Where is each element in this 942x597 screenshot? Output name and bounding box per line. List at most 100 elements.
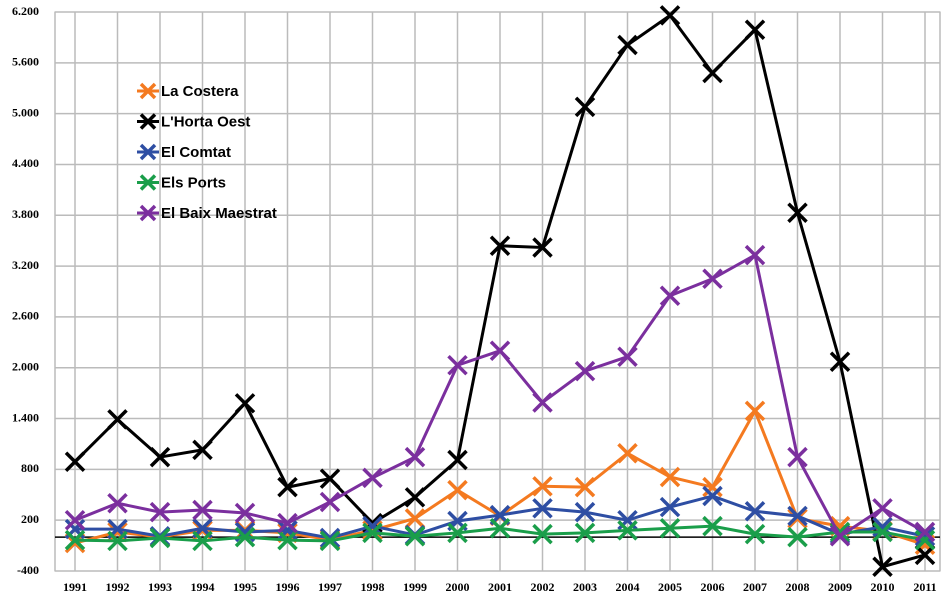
marker xyxy=(64,529,86,551)
marker xyxy=(659,496,681,518)
marker xyxy=(659,285,681,306)
marker xyxy=(404,526,426,547)
x-tick-label: 1999 xyxy=(403,580,427,594)
marker xyxy=(192,499,213,521)
marker xyxy=(64,451,86,472)
marker xyxy=(914,521,936,543)
x-tick-label: 2009 xyxy=(828,580,852,594)
y-tick-label: 4.400 xyxy=(12,156,39,170)
marker xyxy=(744,244,766,266)
marker xyxy=(404,508,426,529)
x-tick-label: 2004 xyxy=(616,580,640,594)
marker xyxy=(319,530,341,552)
marker xyxy=(192,530,213,552)
marker xyxy=(277,512,298,534)
marker xyxy=(914,544,936,566)
marker xyxy=(702,476,723,498)
marker xyxy=(532,392,553,413)
marker xyxy=(362,522,383,544)
marker xyxy=(787,446,808,468)
x-tick-label: 2005 xyxy=(658,580,682,594)
marker xyxy=(872,556,893,578)
marker xyxy=(447,522,468,544)
marker xyxy=(914,529,936,551)
marker xyxy=(64,509,86,531)
marker xyxy=(574,522,596,544)
legend-label: Els Ports xyxy=(161,174,226,191)
marker xyxy=(149,446,171,468)
marker xyxy=(362,520,383,541)
marker xyxy=(574,96,596,118)
x-tick-label: 2007 xyxy=(743,580,767,594)
marker xyxy=(277,529,298,551)
x-tick-label: 1992 xyxy=(106,580,130,594)
marker xyxy=(532,476,553,497)
marker xyxy=(744,400,766,422)
y-tick-label: 800 xyxy=(21,461,39,475)
marker xyxy=(107,493,128,514)
marker xyxy=(532,523,553,545)
legend-marker xyxy=(139,174,157,191)
y-tick-label: 6.200 xyxy=(12,4,39,18)
marker xyxy=(702,62,723,84)
marker xyxy=(234,502,256,524)
y-tick-label: 2.600 xyxy=(12,309,39,323)
x-tick-label: 1997 xyxy=(318,580,342,594)
marker xyxy=(107,521,128,543)
marker xyxy=(829,526,851,547)
marker xyxy=(787,202,808,223)
marker xyxy=(574,476,596,498)
marker xyxy=(192,439,213,461)
marker xyxy=(617,443,638,464)
marker xyxy=(659,517,681,539)
marker xyxy=(447,479,468,501)
marker xyxy=(319,527,341,549)
x-tick-label: 2000 xyxy=(446,580,470,594)
legend-label: El Comtat xyxy=(161,144,231,161)
marker xyxy=(872,498,893,519)
legend-label: El Baix Maestrat xyxy=(161,205,277,222)
legend-marker xyxy=(139,143,157,161)
marker xyxy=(659,5,681,26)
y-tick-label: 5.600 xyxy=(12,55,39,69)
marker xyxy=(744,501,766,522)
marker xyxy=(659,466,681,488)
marker xyxy=(319,491,341,513)
marker xyxy=(617,520,638,541)
marker xyxy=(362,467,383,489)
y-tick-label: 200 xyxy=(21,512,39,526)
marker xyxy=(277,476,298,498)
marker xyxy=(319,468,341,489)
marker xyxy=(532,237,553,258)
x-tick-label: 1995 xyxy=(233,580,257,594)
y-tick-label: 1.400 xyxy=(12,410,39,424)
x-tick-label: 2008 xyxy=(786,580,810,594)
marker xyxy=(234,526,256,548)
x-tick-label: 1991 xyxy=(63,580,87,594)
marker xyxy=(702,485,723,507)
y-tick-label: 5.000 xyxy=(12,105,39,119)
legend-label: L'Horta Oest xyxy=(161,113,250,130)
x-tick-label: 1998 xyxy=(361,580,385,594)
y-tick-label: 3.200 xyxy=(12,258,39,272)
x-tick-label: 2001 xyxy=(488,580,512,594)
marker xyxy=(447,449,468,471)
y-tick-label: 2.000 xyxy=(12,359,39,373)
x-tick-label: 2002 xyxy=(531,580,555,594)
marker xyxy=(107,530,128,552)
marker xyxy=(574,360,596,382)
marker xyxy=(489,340,511,362)
y-tick-label: -400 xyxy=(17,563,39,577)
marker xyxy=(617,34,638,56)
marker xyxy=(234,393,256,414)
marker xyxy=(489,517,511,539)
x-tick-label: 1994 xyxy=(191,580,215,594)
marker xyxy=(149,501,171,523)
legend-marker xyxy=(139,82,157,100)
marker xyxy=(744,523,766,545)
y-tick-label: 3.800 xyxy=(12,207,39,221)
marker xyxy=(447,354,468,376)
marker xyxy=(872,521,893,543)
marker xyxy=(787,505,808,527)
